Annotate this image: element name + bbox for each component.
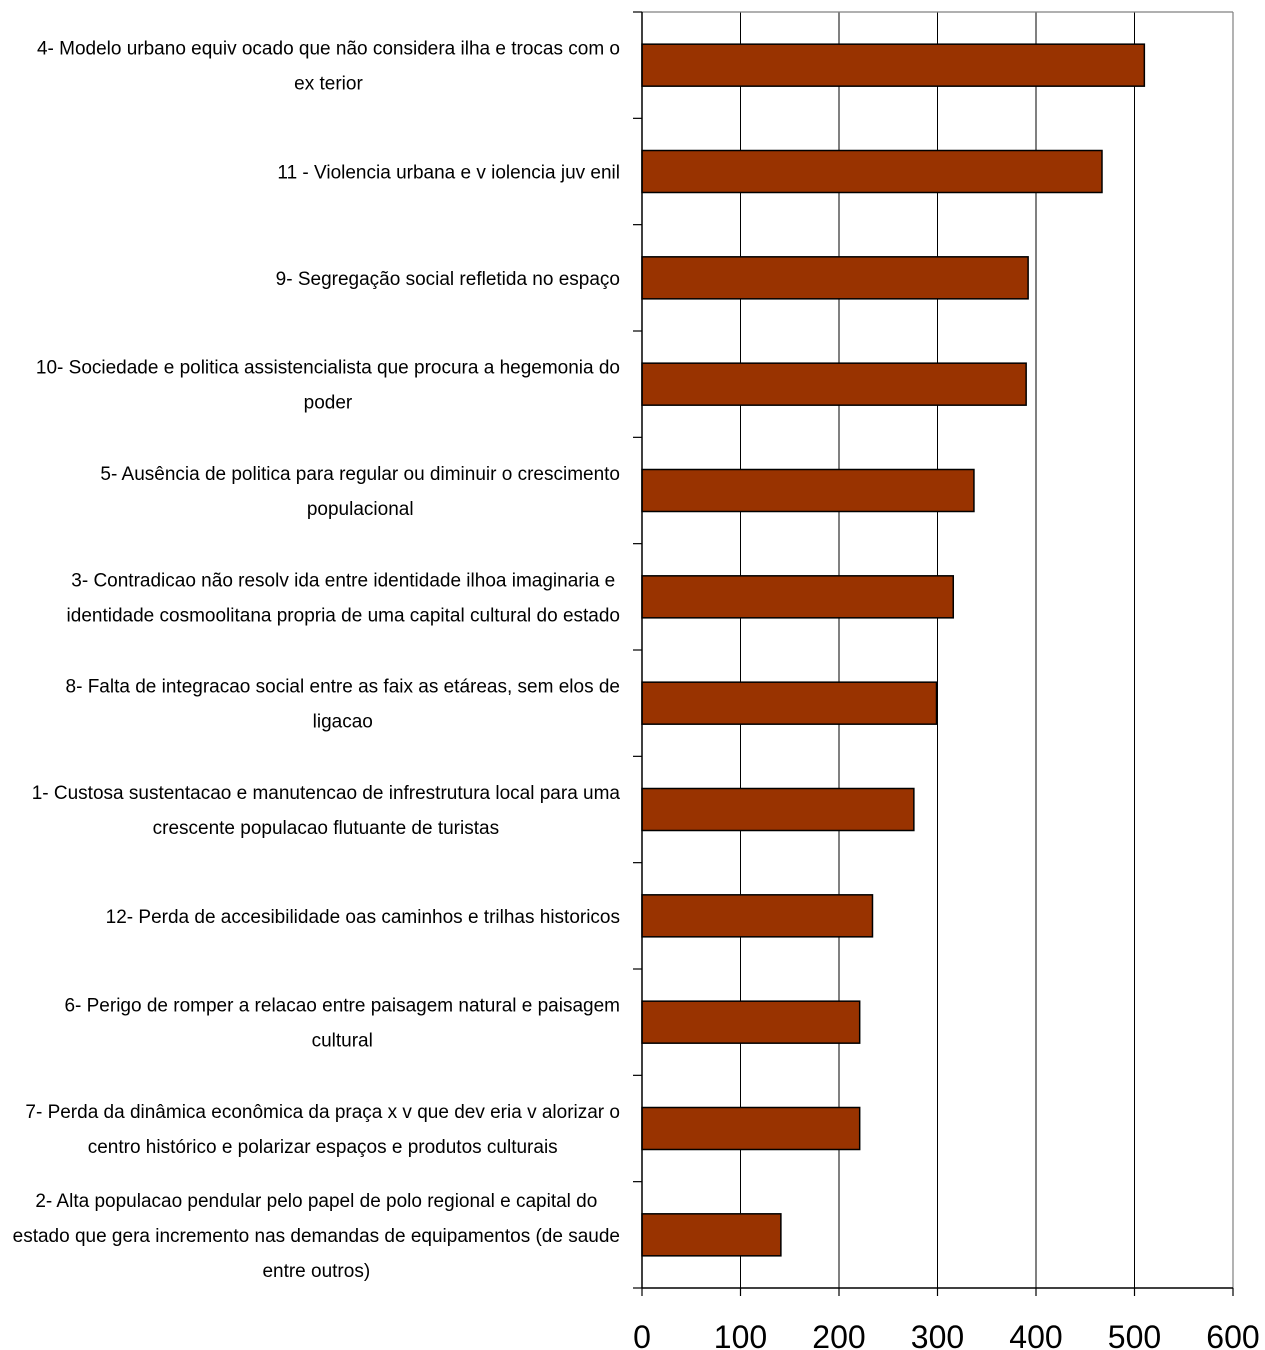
bar bbox=[641, 43, 1146, 87]
x-tick-label: 400 bbox=[1009, 1319, 1062, 1350]
bars-layer bbox=[641, 43, 1146, 1257]
category-label: 6- Perigo de romper a relacao entre pais… bbox=[64, 996, 620, 1052]
bar bbox=[641, 256, 1029, 300]
category-label: 1- Custosa sustentacao e manutencao de i… bbox=[32, 783, 621, 839]
bar bbox=[641, 787, 915, 832]
bar bbox=[641, 894, 874, 938]
grid-layer bbox=[740, 12, 1135, 1288]
bar bbox=[641, 1000, 861, 1044]
category-label: 3- Contradicao não resolv ida entre iden… bbox=[67, 570, 620, 626]
category-label: 10- Sociedade e politica assistencialist… bbox=[36, 358, 620, 414]
category-label: 5- Ausência de politica para regular ou … bbox=[100, 464, 620, 520]
category-label: 7- Perda da dinâmica econômica da praça … bbox=[25, 1102, 620, 1158]
axis-layer bbox=[633, 11, 1234, 1296]
category-label: 9- Segregação social refletida no espaço bbox=[276, 269, 620, 290]
category-label: 12- Perda de accesibilidade oas caminhos… bbox=[106, 907, 620, 928]
x-tick-label: 100 bbox=[714, 1319, 767, 1350]
category-label: 11 - Violencia urbana e v iolencia juv e… bbox=[277, 163, 620, 184]
category-label: 8- Falta de integracao social entre as f… bbox=[66, 677, 620, 733]
bar bbox=[641, 1213, 782, 1257]
bar bbox=[641, 149, 1103, 194]
x-tick-label: 300 bbox=[911, 1319, 964, 1350]
x-tick-label: 500 bbox=[1108, 1319, 1161, 1350]
bar bbox=[641, 1106, 861, 1151]
category-labels: 4- Modelo urbano equiv ocado que não con… bbox=[13, 39, 621, 1282]
x-tick-labels: 0 100 200 300 400 500 600 bbox=[633, 1319, 1260, 1350]
x-tick-label: 200 bbox=[812, 1319, 865, 1350]
bar bbox=[641, 681, 938, 725]
x-tick-label: 600 bbox=[1206, 1319, 1259, 1350]
x-tick-label: 0 bbox=[633, 1319, 651, 1350]
bar bbox=[641, 575, 955, 619]
bar bbox=[641, 468, 975, 513]
bar bbox=[641, 362, 1027, 406]
category-label: 4- Modelo urbano equiv ocado que não con… bbox=[37, 39, 620, 95]
category-label: 2- Alta populacao pendular pelo papel de… bbox=[13, 1191, 620, 1282]
